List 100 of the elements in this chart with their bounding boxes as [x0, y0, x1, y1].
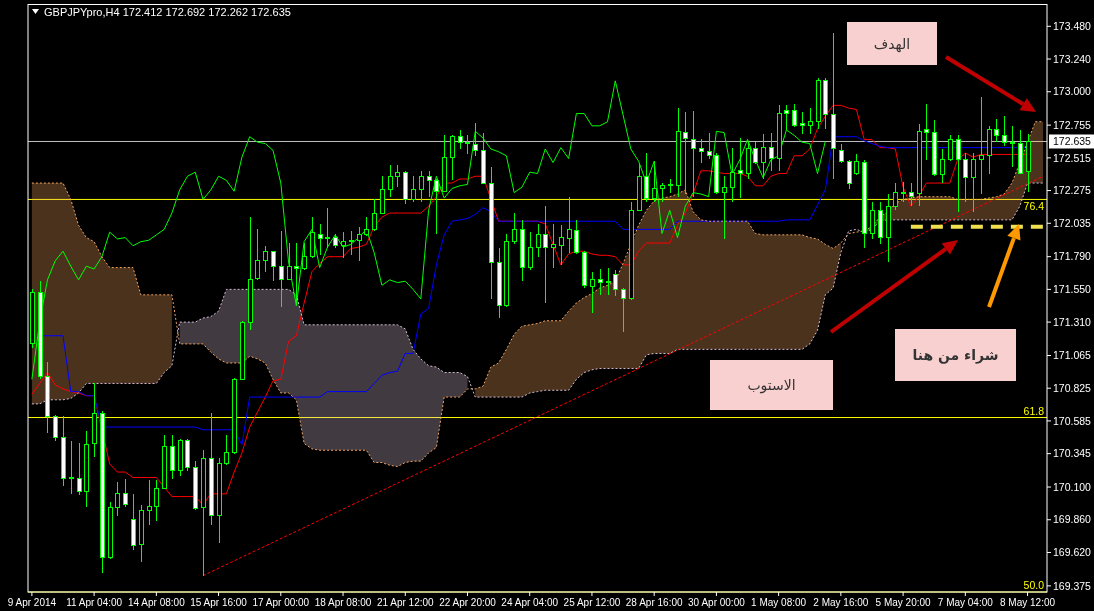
x-tick-label: 18 Apr 08:00 — [314, 597, 372, 608]
candlestick — [652, 160, 657, 203]
candlestick — [372, 198, 377, 232]
candlestick — [753, 141, 758, 165]
candlestick — [536, 223, 541, 258]
candlestick — [279, 230, 284, 308]
x-tick-label: 14 Apr 08:00 — [127, 597, 186, 608]
candlestick — [1010, 125, 1015, 168]
chart-title: GBPJPYpro,H4 172.412 172.692 172.262 172.635 — [44, 6, 291, 18]
y-tick-label: 173.240 — [1053, 52, 1092, 65]
x-tick-label: 25 Apr 12:00 — [563, 597, 621, 608]
candlestick — [395, 164, 400, 188]
candlestick — [302, 242, 307, 271]
candlestick — [971, 152, 976, 213]
candlestick — [956, 134, 961, 213]
candlestick — [147, 479, 152, 526]
candlestick — [808, 107, 813, 135]
candlestick — [364, 216, 369, 237]
candlestick — [722, 175, 727, 240]
x-tick-label: 2 May 16:00 — [813, 597, 869, 608]
candlestick — [271, 250, 276, 282]
candlestick — [325, 207, 330, 249]
candlestick — [738, 137, 743, 199]
y-tick-label: 170.100 — [1053, 480, 1092, 493]
candlestick — [115, 481, 120, 517]
candlestick — [699, 138, 704, 164]
candlestick — [870, 201, 875, 240]
candlestick — [893, 182, 898, 211]
candlestick — [707, 132, 712, 160]
candlestick — [979, 96, 984, 195]
candlestick — [683, 111, 688, 195]
candlestick — [784, 104, 789, 131]
candlestick — [458, 129, 463, 150]
x-tick-label: 28 Apr 16:00 — [625, 597, 683, 608]
x-tick-label: 8 May 12:00 — [1000, 597, 1056, 608]
candlestick — [761, 133, 766, 180]
y-tick-label: 169.375 — [1053, 579, 1092, 592]
candlestick — [53, 414, 58, 442]
annotation: 61.8 — [1023, 404, 1045, 417]
candlestick — [924, 103, 929, 161]
candlestick — [559, 224, 564, 266]
candlestick — [792, 103, 797, 128]
candlestick — [543, 205, 548, 304]
candlestick — [318, 223, 323, 256]
candlestick — [154, 479, 159, 522]
y-tick-label: 169.620 — [1053, 546, 1092, 559]
candlestick — [287, 242, 292, 281]
candlestick — [948, 134, 953, 162]
candlestick — [691, 110, 696, 198]
x-tick-label: 7 May 04:00 — [937, 597, 994, 608]
candlestick — [621, 287, 626, 333]
candlestick — [528, 231, 533, 271]
x-tick-label: 5 May 20:00 — [875, 597, 932, 608]
candlestick — [263, 245, 268, 273]
y-tick-label: 170.825 — [1053, 381, 1092, 394]
candlestick — [598, 268, 603, 296]
annotation: الاستوب — [747, 377, 796, 394]
x-tick-label: 11 Apr 04:00 — [66, 597, 123, 608]
candlestick — [940, 148, 945, 184]
candlestick — [567, 196, 572, 254]
y-tick-label: 171.065 — [1053, 349, 1092, 362]
x-tick-label: 21 Apr 12:00 — [376, 597, 435, 608]
x-tick-label: 24 Apr 04:00 — [501, 597, 559, 608]
candlestick — [854, 153, 859, 176]
candlestick — [69, 440, 74, 495]
x-tick-label: 1 May 08:00 — [751, 597, 807, 608]
candlestick — [450, 134, 455, 181]
annotation: شراء من هنا — [912, 347, 999, 364]
candlestick — [800, 111, 805, 135]
candlestick — [551, 223, 556, 269]
y-tick-label: 171.310 — [1053, 315, 1092, 328]
candlestick — [613, 269, 618, 297]
candlestick — [411, 175, 416, 203]
candlestick — [473, 122, 478, 157]
line-series — [31, 80, 826, 380]
candlestick — [839, 143, 844, 164]
y-tick-label: 169.860 — [1053, 513, 1092, 526]
y-tick-label: 172.035 — [1053, 216, 1092, 229]
candlestick — [123, 478, 128, 508]
x-tick-label: 9 Apr 2014 — [7, 597, 57, 608]
candlestick — [388, 164, 393, 198]
candlestick — [357, 226, 362, 262]
candlestick — [77, 442, 82, 496]
candlestick — [434, 178, 439, 234]
candlestick — [590, 271, 595, 314]
candlestick — [909, 182, 914, 207]
candlestick — [730, 147, 735, 203]
candlestick — [512, 212, 517, 245]
annotation: 50.0 — [1023, 579, 1045, 591]
annotation: الهدف — [873, 35, 911, 53]
candlestick — [574, 219, 579, 255]
candlestick — [847, 159, 852, 190]
y-tick-label: 172.755 — [1053, 118, 1092, 131]
candlestick — [994, 118, 999, 143]
candlestick — [294, 242, 299, 304]
y-tick-label: 172.515 — [1053, 151, 1092, 164]
candlestick — [901, 181, 906, 203]
y-tick-label: 171.790 — [1053, 250, 1092, 263]
candlestick — [963, 152, 968, 203]
candlestick — [644, 152, 649, 203]
